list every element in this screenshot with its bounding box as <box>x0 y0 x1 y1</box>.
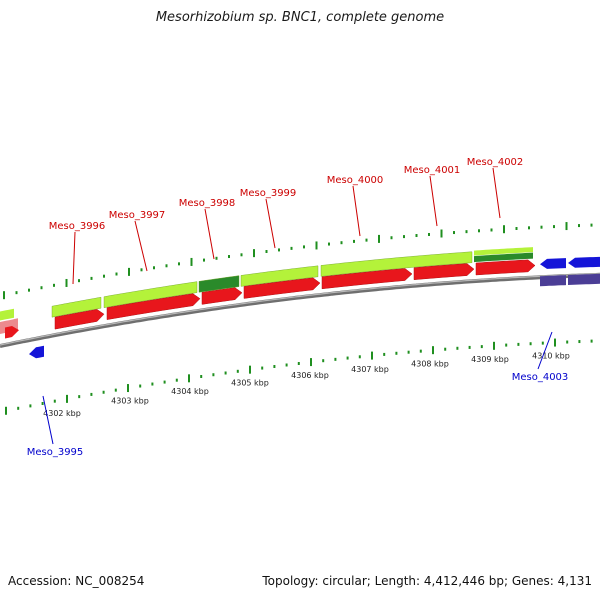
forward-gene-arrow[interactable] <box>54 309 105 330</box>
reverse-gene-label[interactable]: Meso_4003 <box>512 372 569 383</box>
genome-backbone <box>0 272 600 348</box>
cds-feature[interactable] <box>198 275 240 293</box>
gene-leader-line <box>134 220 148 272</box>
cds-feature[interactable] <box>320 251 473 277</box>
scale-tick-label: 4309 kbp <box>471 355 509 364</box>
reverse-gene-arrow[interactable] <box>29 345 44 359</box>
forward-gene-label[interactable]: Meso_3998 <box>179 198 236 209</box>
forward-gene-label[interactable]: Meso_3996 <box>49 221 106 232</box>
cds-feature[interactable] <box>0 308 14 321</box>
forward-gene-arrow[interactable] <box>5 326 19 339</box>
forward-gene-arrow[interactable] <box>201 287 243 305</box>
forward-gene-arrow[interactable] <box>243 277 321 299</box>
cds-feature[interactable] <box>474 247 533 256</box>
reverse-gene-arrow[interactable] <box>568 273 600 285</box>
forward-gene-label[interactable]: Meso_4002 <box>467 157 524 168</box>
scale-tick-label: 4305 kbp <box>231 379 269 388</box>
forward-gene-arrow[interactable] <box>321 268 413 290</box>
gene-leader-line <box>72 231 76 285</box>
forward-gene-arrow[interactable] <box>475 259 536 276</box>
map-title: Mesorhizobium sp. BNC1, complete genome <box>155 10 445 25</box>
scale-tick-label: 4306 kbp <box>291 371 329 380</box>
reverse-gene-label[interactable]: Meso_3995 <box>27 447 84 458</box>
forward-gene-label[interactable]: Meso_4001 <box>404 165 461 176</box>
cds-feature[interactable] <box>240 265 319 287</box>
gene-leader-line <box>492 167 501 219</box>
forward-gene-label[interactable]: Meso_3999 <box>240 188 297 199</box>
gene-leader-line <box>42 395 54 445</box>
forward-gene-arrow[interactable] <box>413 263 475 281</box>
scale-tick-label: 4310 kbp <box>532 352 570 361</box>
gene-leader-line <box>429 175 438 227</box>
gene-leader-line <box>204 208 215 260</box>
reverse-gene-arrow[interactable] <box>568 256 600 268</box>
scale-tick-label: 4307 kbp <box>351 365 389 374</box>
forward-gene-label[interactable]: Meso_4000 <box>327 175 384 186</box>
cds-feature[interactable] <box>103 281 198 308</box>
cds-feature[interactable] <box>51 296 102 318</box>
forward-gene-label[interactable]: Meso_3997 <box>109 210 166 221</box>
accession-text: Accession: NC_008254 <box>8 574 145 588</box>
gene-leader-line <box>352 185 361 237</box>
forward-gene-arrow[interactable] <box>106 293 201 320</box>
gene-leader-line <box>537 331 553 370</box>
reverse-gene-arrow[interactable] <box>540 275 566 287</box>
gene-leader-line <box>265 198 276 249</box>
scale-tick-label: 4308 kbp <box>411 359 449 368</box>
cds-feature[interactable] <box>474 252 533 263</box>
scale-tick-label: 4303 kbp <box>111 397 149 406</box>
genome-summary-text: Topology: circular; Length: 4,412,446 bp… <box>262 574 592 588</box>
genome-backbone-highlight <box>0 273 600 346</box>
scale-tick-label: 4304 kbp <box>171 387 209 396</box>
scale-tick-label: 4302 kbp <box>43 409 81 418</box>
reverse-gene-arrow[interactable] <box>540 258 566 269</box>
